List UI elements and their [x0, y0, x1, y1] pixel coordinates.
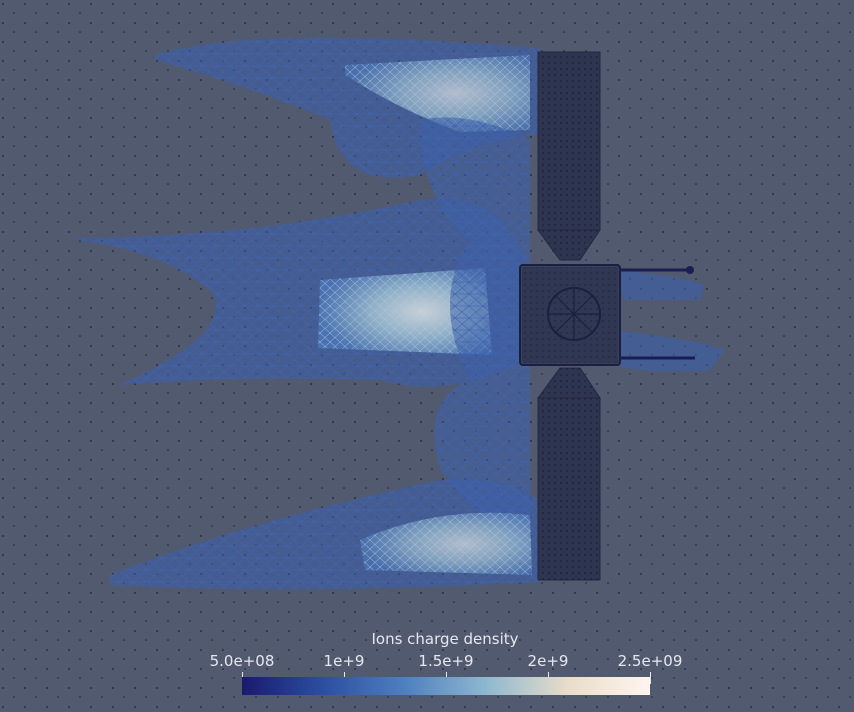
color-legend: Ions charge density 5.0e+08 1e+9 1.5e+9 2e+… [200, 628, 690, 706]
satellite [519, 51, 695, 581]
lower-solar-panel [537, 397, 601, 581]
tick-mark [649, 672, 651, 684]
upper-solar-panel [537, 51, 601, 231]
tick-label: 2e+9 [527, 652, 569, 670]
plasma-wake-mesh [75, 38, 725, 590]
tick-label: 1e+9 [323, 652, 365, 670]
tick-label: 1.5e+9 [418, 652, 474, 670]
colorbar [242, 677, 650, 695]
tick-label: 5.0e+08 [209, 652, 275, 670]
legend-title: Ions charge density [371, 630, 519, 648]
tick-label: 2.5e+09 [617, 652, 683, 670]
